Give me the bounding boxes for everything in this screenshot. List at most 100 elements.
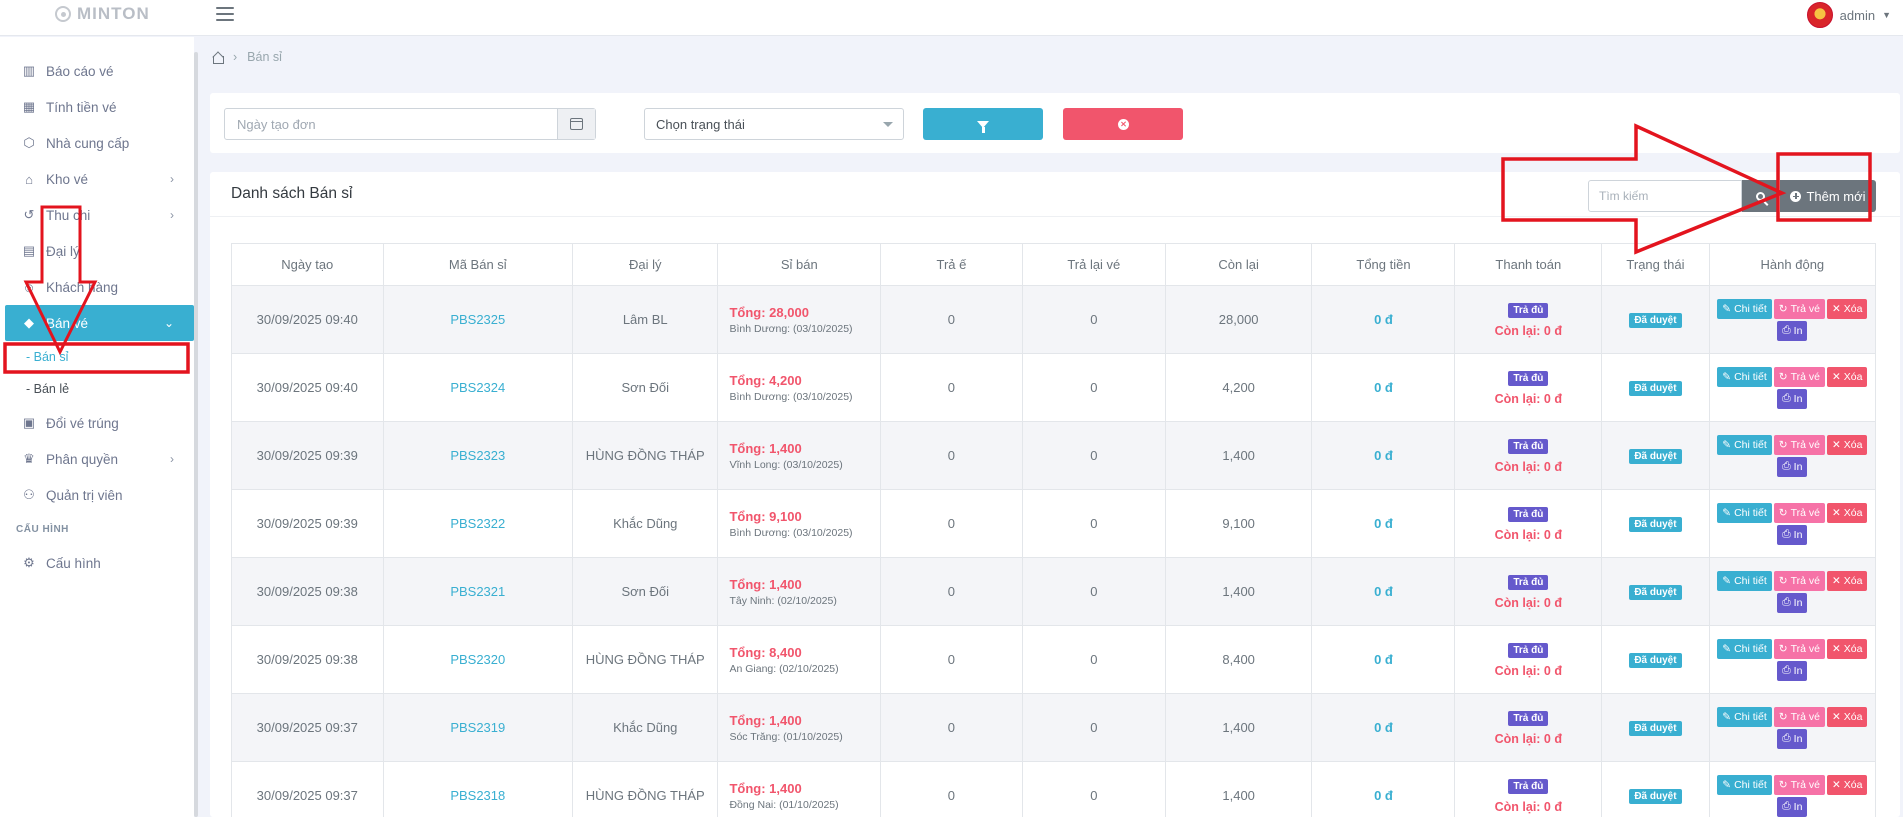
- detail-button[interactable]: ✎ Chi tiết: [1717, 570, 1772, 591]
- sale-detail: Bình Dương: (03/10/2025): [729, 526, 853, 539]
- delete-button[interactable]: ✕ Xóa: [1826, 706, 1868, 727]
- sidebar-item[interactable]: ▦ Tính tiền vé: [0, 89, 194, 125]
- return-ticket-button[interactable]: ↻ Trả vé: [1773, 366, 1825, 387]
- print-button[interactable]: ⎙ In: [1777, 524, 1808, 545]
- sale-detail: Sóc Trăng: (01/10/2025): [729, 730, 843, 743]
- return-ticket-button[interactable]: ↻ Trả vé: [1773, 502, 1825, 523]
- detail-button[interactable]: ✎ Chi tiết: [1717, 502, 1772, 523]
- delete-button[interactable]: ✕ Xóa: [1826, 502, 1868, 523]
- sidebar-item[interactable]: ☺ Khách hàng: [0, 269, 194, 305]
- print-button[interactable]: ⎙ In: [1777, 456, 1808, 477]
- sidebar-item[interactable]: ▤ Đại lý: [0, 233, 194, 269]
- delete-button[interactable]: ✕ Xóa: [1826, 638, 1868, 659]
- home-icon: ⌂: [25, 171, 33, 187]
- sidebar-item[interactable]: ⌂ Kho vé ›: [0, 161, 194, 197]
- sidebar-item[interactable]: ⚙ Cấu hình: [0, 545, 194, 581]
- sidebar-item[interactable]: ▥ Báo cáo vé: [0, 53, 194, 89]
- delete-button[interactable]: ✕ Xóa: [1826, 434, 1868, 455]
- cell-agent: Lâm BL: [572, 285, 719, 354]
- print-button[interactable]: ⎙ In: [1777, 660, 1808, 681]
- menu-toggle-icon[interactable]: [216, 7, 234, 21]
- cell-date: 30/09/2025 09:37: [231, 693, 384, 762]
- delete-button[interactable]: ✕ Xóa: [1826, 774, 1868, 795]
- delete-label: Xóa: [1843, 506, 1863, 519]
- sidebar-item[interactable]: ▣ Đổi vé trúng: [0, 405, 194, 441]
- status-select[interactable]: Chọn trạng thái: [644, 108, 904, 140]
- close-icon: ✕: [1831, 438, 1841, 451]
- print-label: In: [1793, 800, 1803, 813]
- sidebar-item[interactable]: ◆ Bán vé ⌄: [5, 305, 194, 341]
- cell-amount: 0 đ: [1311, 285, 1456, 354]
- delete-button[interactable]: ✕ Xóa: [1826, 298, 1868, 319]
- cell-remaining: 1,400: [1164, 421, 1313, 490]
- cell-returned: 0: [1021, 285, 1166, 354]
- return-ticket-button[interactable]: ↻ Trả vé: [1773, 434, 1825, 455]
- cell-remaining: 1,400: [1164, 761, 1313, 817]
- cell-status: Đã duyệt: [1601, 489, 1710, 558]
- cell-code-link[interactable]: PBS2320: [382, 625, 574, 694]
- payment-badge: Trả đủ: [1508, 711, 1549, 726]
- cell-sale: Tổng: 1,400 Vĩnh Long: (03/10/2025): [717, 421, 882, 490]
- search-input[interactable]: [1589, 181, 1741, 211]
- detail-label: Chi tiết: [1734, 302, 1767, 315]
- detail-button[interactable]: ✎ Chi tiết: [1717, 298, 1772, 319]
- cell-returned: 0: [1021, 489, 1166, 558]
- refresh-icon: ↻: [1778, 438, 1788, 451]
- detail-button[interactable]: ✎ Chi tiết: [1717, 774, 1772, 795]
- cell-code-link[interactable]: PBS2324: [382, 353, 574, 422]
- sale-total: Tổng: 1,400: [729, 440, 802, 456]
- print-button[interactable]: ⎙ In: [1777, 388, 1808, 409]
- return-ticket-button[interactable]: ↻ Trả vé: [1773, 298, 1825, 319]
- return-ticket-button[interactable]: ↻ Trả vé: [1773, 570, 1825, 591]
- date-input[interactable]: [225, 109, 557, 139]
- detail-button[interactable]: ✎ Chi tiết: [1717, 434, 1772, 455]
- delete-button[interactable]: ✕ Xóa: [1826, 570, 1868, 591]
- cell-code-link[interactable]: PBS2325: [382, 285, 574, 354]
- row-actions: ✎ Chi tiết ↻ Trả vé ✕ Xóa ⎙ In: [1712, 366, 1872, 409]
- table-body: 30/09/2025 09:40 PBS2325 Lâm BL Tổng: 28,00…: [231, 285, 1877, 817]
- detail-button[interactable]: ✎ Chi tiết: [1717, 706, 1772, 727]
- sidebar-subitem[interactable]: - Bán sỉ: [26, 350, 69, 364]
- detail-button[interactable]: ✎ Chi tiết: [1717, 638, 1772, 659]
- logo[interactable]: MINTON: [55, 4, 150, 24]
- status-select-value: Chọn trạng thái: [656, 116, 745, 132]
- cell-code-link[interactable]: PBS2319: [382, 693, 574, 762]
- return-ticket-button[interactable]: ↻ Trả vé: [1773, 774, 1825, 795]
- sidebar-scrollbar[interactable]: [194, 52, 198, 817]
- search-button[interactable]: [1742, 180, 1778, 212]
- sidebar-item[interactable]: ↺ Thu chi ›: [0, 197, 194, 233]
- cell-code-link[interactable]: PBS2318: [382, 761, 574, 817]
- cell-code-link[interactable]: PBS2322: [382, 489, 574, 558]
- return-label: Trả vé: [1790, 574, 1820, 587]
- cell-code-link[interactable]: PBS2321: [382, 557, 574, 626]
- cell-actions: ✎ Chi tiết ↻ Trả vé ✕ Xóa ⎙ In: [1708, 353, 1877, 422]
- sidebar-item-label: Báo cáo vé: [46, 63, 114, 79]
- history-icon: ↺: [23, 207, 35, 222]
- payment-badge: Trả đủ: [1508, 779, 1549, 794]
- cell-code-link[interactable]: PBS2323: [382, 421, 574, 490]
- cell-unsold: 0: [880, 353, 1023, 422]
- sale-total: Tổng: 1,400: [729, 576, 802, 592]
- print-button[interactable]: ⎙ In: [1777, 320, 1808, 341]
- sidebar-item[interactable]: ⚇ Quản trị viên: [0, 477, 194, 513]
- cell-date: 30/09/2025 09:40: [231, 285, 384, 354]
- close-icon: ✕: [1831, 710, 1841, 723]
- cell-amount: 0 đ: [1311, 353, 1456, 422]
- clear-filter-button[interactable]: [1063, 108, 1183, 140]
- print-button[interactable]: ⎙ In: [1777, 728, 1808, 749]
- home-icon[interactable]: [212, 52, 224, 64]
- filter-button[interactable]: [923, 108, 1043, 140]
- delete-button[interactable]: ✕ Xóa: [1826, 366, 1868, 387]
- sidebar-subitem[interactable]: - Bán lẻ: [26, 382, 70, 396]
- return-ticket-button[interactable]: ↻ Trả vé: [1773, 706, 1825, 727]
- add-new-button[interactable]: Thêm mới: [1780, 180, 1876, 212]
- user-menu[interactable]: admin ▼: [1806, 2, 1891, 28]
- cell-payment: Trả đủ Còn lại: 0 đ: [1454, 693, 1603, 762]
- print-button[interactable]: ⎙ In: [1777, 796, 1808, 817]
- print-button[interactable]: ⎙ In: [1777, 592, 1808, 613]
- return-ticket-button[interactable]: ↻ Trả vé: [1773, 638, 1825, 659]
- date-picker-button[interactable]: [557, 109, 595, 139]
- detail-button[interactable]: ✎ Chi tiết: [1717, 366, 1772, 387]
- sidebar-item[interactable]: ⬡ Nhà cung cấp: [0, 125, 194, 161]
- sidebar-item[interactable]: ♛ Phân quyền ›: [0, 441, 194, 477]
